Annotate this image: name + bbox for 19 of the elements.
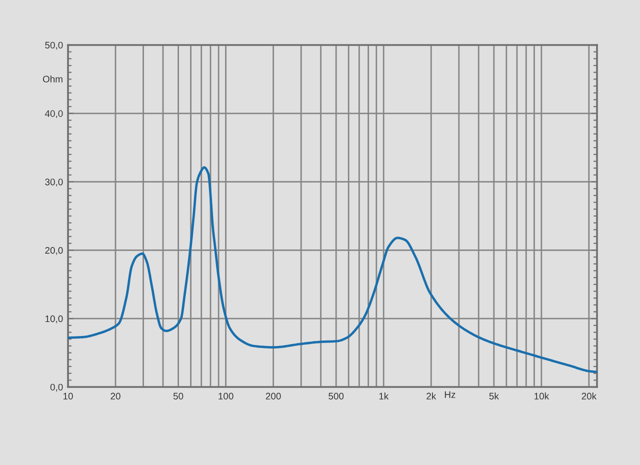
y-tick-label: 0,0 bbox=[50, 384, 63, 392]
x-tick-label: 50 bbox=[173, 392, 184, 400]
x-tick-label: 10k bbox=[534, 392, 550, 400]
x-tick-label: 500 bbox=[328, 392, 344, 400]
y-tick-label: 30,0 bbox=[45, 178, 63, 186]
x-tick-label: 5k bbox=[489, 392, 499, 400]
x-tick-label: 20 bbox=[110, 392, 120, 400]
y-axis-title: Ohm bbox=[42, 75, 62, 82]
x-tick-label: 10 bbox=[63, 392, 73, 400]
y-tick-label: 20,0 bbox=[45, 247, 63, 255]
x-tick-label: 100 bbox=[218, 392, 234, 400]
y-tick-label: 40,0 bbox=[44, 110, 63, 118]
y-tick-label: 50,0 bbox=[45, 42, 63, 50]
x-tick-label: 200 bbox=[266, 392, 281, 400]
x-tick-label: 1k bbox=[379, 392, 389, 400]
x-tick-label: 2k bbox=[426, 392, 436, 400]
x-axis-title: Hz bbox=[444, 391, 456, 398]
x-tick-label: 20k bbox=[582, 392, 597, 400]
y-tick-label: 10,0 bbox=[45, 315, 63, 324]
